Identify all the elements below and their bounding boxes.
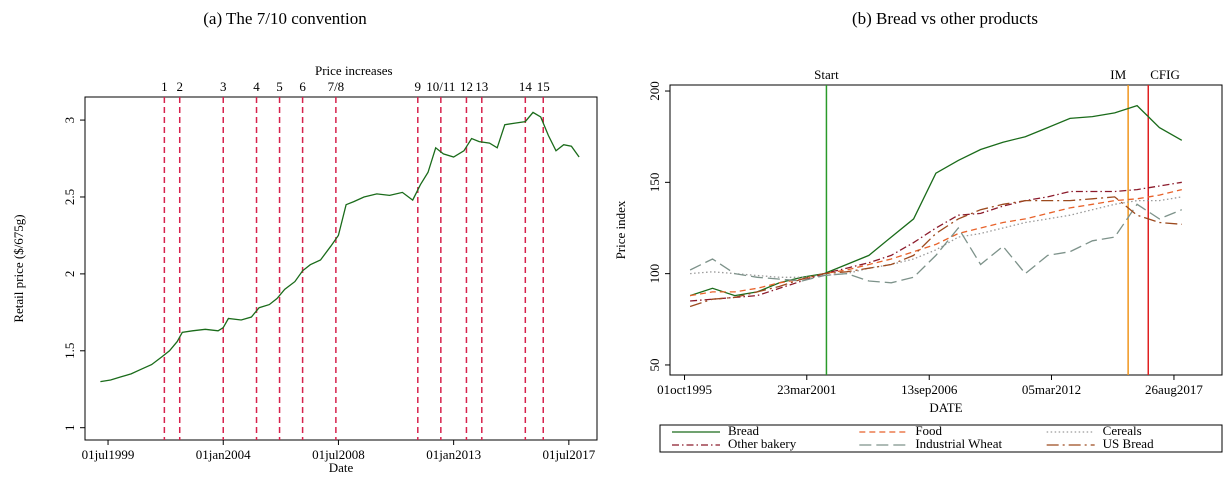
y-tick-label: 1.5 [62,343,77,359]
reference-label: 14 [519,79,533,94]
y-tick-label: 50 [647,358,662,371]
x-tick-label: 23mar2001 [777,382,836,397]
plot-frame [84,96,598,441]
reference-label: 15 [537,79,550,94]
reference-label: 2 [176,79,183,94]
reference-label: 5 [276,79,283,94]
series-line [689,203,1183,284]
x-tick-label: 01jul2008 [312,447,365,462]
x-axis-label: DATE [929,400,962,415]
legend-label: Cereals [1103,423,1142,438]
reference-label: 10/11 [426,79,455,94]
x-tick-label: 13sep2006 [901,382,958,397]
annotation: Price increases [315,63,393,78]
reference-label: 7/8 [328,79,345,94]
series-line [690,181,1182,302]
legend-label: US Bread [1103,436,1154,451]
x-tick-label: 05mar2012 [1022,382,1081,397]
x-tick-label: 01oct1995 [657,382,712,397]
x-axis-label: Date [329,460,354,475]
series-line [100,111,580,383]
legend-label: Bread [728,423,760,438]
series-line [689,104,1183,297]
x-tick-label: 01jul2017 [542,447,595,462]
y-tick-label: 3 [62,117,77,124]
y-axis-label: Retail price ($/675g) [11,214,26,322]
chart-title: (a) The 7/10 convention [203,9,367,28]
plot-frame [669,84,1223,376]
reference-label: 1 [161,79,168,94]
legend-label: Food [915,423,942,438]
x-tick-label: 26aug2017 [1145,382,1203,397]
legend-label: Other bakery [728,436,797,451]
reference-label: 3 [220,79,227,94]
y-tick-label: 2.5 [62,189,77,205]
chart-title: (b) Bread vs other products [852,9,1038,28]
reference-label: 12 [460,79,473,94]
reference-label: IM [1110,67,1126,82]
legend-label: Industrial Wheat [915,436,1002,451]
reference-label: 4 [253,79,260,94]
y-tick-label: 1 [62,424,77,431]
y-tick-label: 200 [647,81,662,101]
reference-label: CFIG [1150,67,1180,82]
y-tick-label: 150 [647,173,662,193]
x-tick-label: 01jan2013 [426,447,481,462]
series-line [689,188,1182,297]
y-tick-label: 100 [647,264,662,284]
y-axis-label: Price index [613,200,628,259]
reference-label: 9 [415,79,422,94]
reference-label: Start [814,67,839,82]
legend-box [659,424,1223,453]
series-line [690,196,1182,278]
x-tick-label: 01jul1999 [82,447,135,462]
reference-label: 6 [299,79,306,94]
series-line [689,196,1182,308]
x-tick-label: 01jan2004 [196,447,251,462]
y-tick-label: 2 [62,271,77,278]
reference-label: 13 [475,79,488,94]
